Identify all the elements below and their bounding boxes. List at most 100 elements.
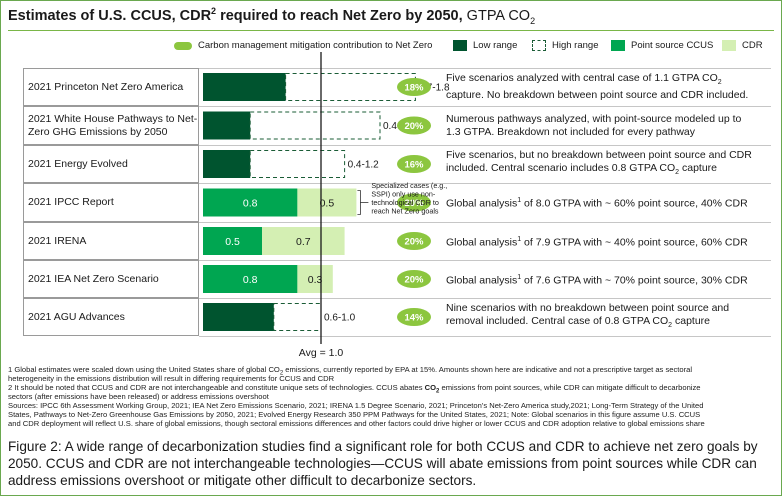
row-description: Five scenarios analyzed with central cas…	[446, 72, 771, 102]
row-label: 2021 Princeton Net Zero America	[23, 68, 199, 106]
low-range-bar	[203, 150, 251, 178]
text-segment: 2	[668, 322, 673, 330]
row-label: 2021 White House Pathways to Net-Zero GH…	[23, 106, 199, 145]
footnote-line: Sources: IPCC 6th Assessment Working Gro…	[8, 401, 704, 410]
text-segment: Global analysis	[446, 274, 518, 286]
text-segment: 2	[279, 370, 284, 377]
description-line: Numerous pathways analyzed, with point-s…	[446, 113, 771, 126]
cdr-label: 0.3	[308, 274, 323, 286]
side-note-line: technological CDR to	[371, 198, 439, 207]
cdr-label: 0.5	[320, 198, 335, 210]
row-label: 2021 IEA Net Zero Scenario	[23, 260, 199, 298]
point-source-bar	[203, 227, 262, 255]
description-line: Global analysis1 of 8.0 GTPA with ~ 60% …	[446, 194, 771, 211]
cdr-label: 0.7	[296, 236, 311, 248]
footnote-text: 2 It should be noted that CCUS and CDR a…	[8, 383, 701, 397]
cdr-swatch	[722, 40, 736, 51]
mitigation-badge-label: 20%	[404, 121, 424, 132]
title-unit-sub: 2	[530, 15, 536, 26]
footnote-line: 1 Global estimates were scaled down usin…	[8, 365, 692, 379]
point-source-swatch	[611, 40, 625, 51]
description-line: capture. No breakdown between point sour…	[446, 89, 771, 102]
range-label: 0.4-1.2	[348, 160, 380, 171]
title-unit: GTPA CO2	[463, 8, 536, 26]
row-description: Five scenarios, but no breakdown between…	[446, 149, 771, 179]
footnote-line: 2 It should be noted that CCUS and CDR a…	[8, 383, 701, 397]
text-segment: 1	[517, 197, 522, 204]
legend-high: High range	[532, 40, 598, 51]
low-range-swatch	[453, 40, 467, 51]
footnote-text: and CDR deployment will reflect U.S. sha…	[8, 419, 705, 428]
text-segment: 1	[517, 235, 522, 243]
text-segment: 1.3 GTPA. Breakdown not included for eve…	[446, 125, 696, 138]
footnote-text: sectors (after emissions have been relea…	[8, 392, 269, 401]
row-separator	[199, 145, 771, 146]
description-line: Five scenarios, but no breakdown between…	[446, 149, 771, 162]
description-line: Nine scenarios with no breakdown between…	[446, 302, 771, 315]
text-segment: capture. No breakdown between point sour…	[446, 89, 749, 102]
row-separator	[199, 260, 771, 261]
title-main: Estimates of U.S. CCUS, CDR	[8, 7, 212, 24]
row-label: 2021 IPCC Report	[23, 183, 199, 222]
point-source-label: 0.8	[243, 274, 258, 286]
description-line: Global analysis1 of 7.6 GTPA with ~ 70% …	[446, 271, 771, 288]
description-line: Five scenarios analyzed with central cas…	[446, 72, 771, 89]
legend-point: Point source CCUS	[611, 40, 713, 51]
mitigation-badge	[397, 155, 431, 173]
cdr-bar	[262, 227, 345, 255]
mitigation-badge	[397, 270, 431, 288]
row-description: Global analysis1 of 8.0 GTPA with ~ 60% …	[446, 194, 771, 211]
range-label: 0.6-1.0	[324, 313, 356, 324]
title-rule	[8, 30, 774, 31]
text-segment: 1	[517, 273, 522, 281]
text-segment: 2	[717, 79, 722, 87]
legend-low-label: Low range	[473, 40, 518, 51]
footnote-line: States, Pathways to Net-Zero Greenhouse …	[8, 410, 700, 419]
title-sup: 2	[211, 6, 217, 16]
text-segment: and CDR deployment will reflect U.S. sha…	[8, 419, 705, 428]
point-source-bar	[203, 188, 298, 217]
mitigation-badge	[397, 193, 431, 212]
high-range-bar	[285, 73, 416, 101]
legend-low: Low range	[453, 40, 517, 51]
text-segment: 2	[675, 169, 680, 177]
row-separator	[199, 222, 771, 223]
mitigation-badge	[397, 308, 431, 326]
text-segment: Global analysis	[446, 197, 518, 210]
text-segment: 2 It should be noted that CCUS and CDR a…	[8, 383, 425, 392]
side-note-line: Specialized cases (e.g.,	[371, 181, 447, 190]
side-note-line: SSPI) only use non-	[371, 190, 436, 199]
mitigation-badge-label: 20%	[404, 198, 424, 209]
mitigation-badge-label: 20%	[404, 275, 424, 286]
row-description: Nine scenarios with no breakdown between…	[446, 302, 771, 332]
row-separator	[199, 106, 771, 107]
row-separator	[199, 336, 771, 337]
text-segment: Global analysis	[446, 236, 518, 248]
footnote-line: heterogeneity in the emissions distribut…	[8, 374, 334, 383]
legend-cdr: CDR	[722, 40, 763, 51]
mitigation-badge	[397, 116, 431, 135]
point-source-bar	[203, 265, 298, 293]
average-label: Avg = 1.0	[299, 347, 344, 359]
row-label: 2021 Energy Evolved	[23, 145, 199, 183]
legend: Carbon management mitigation contributio…	[0, 40, 782, 54]
footnote-text: heterogeneity in the emissions distribut…	[8, 374, 334, 383]
legend-mitigation: Carbon management mitigation contributio…	[174, 40, 432, 51]
description-line: included. Central scenario includes 0.8 …	[446, 162, 771, 179]
row-separator	[199, 183, 771, 184]
text-segment: sectors (after emissions have been relea…	[8, 392, 269, 401]
text-segment: Five scenarios, but no breakdown between…	[446, 149, 752, 161]
text-segment: CO	[424, 383, 437, 392]
row-label: 2021 AGU Advances	[23, 298, 199, 336]
side-note-bracket	[357, 190, 361, 215]
cdr-bar	[297, 265, 333, 293]
low-range-bar	[203, 73, 286, 101]
description-line: Global analysis1 of 7.9 GTPA with ~ 40% …	[446, 233, 771, 250]
legend-cdr-label: CDR	[742, 40, 763, 51]
mitigation-badge-label: 16%	[404, 160, 424, 171]
footnote-line: sectors (after emissions have been relea…	[8, 392, 269, 401]
description-line: removal included. Central case of 0.8 GT…	[446, 315, 771, 332]
row-separator	[199, 298, 771, 299]
footnote-text: 1 Global estimates were scaled down usin…	[8, 365, 692, 379]
text-segment: 2	[436, 388, 440, 395]
